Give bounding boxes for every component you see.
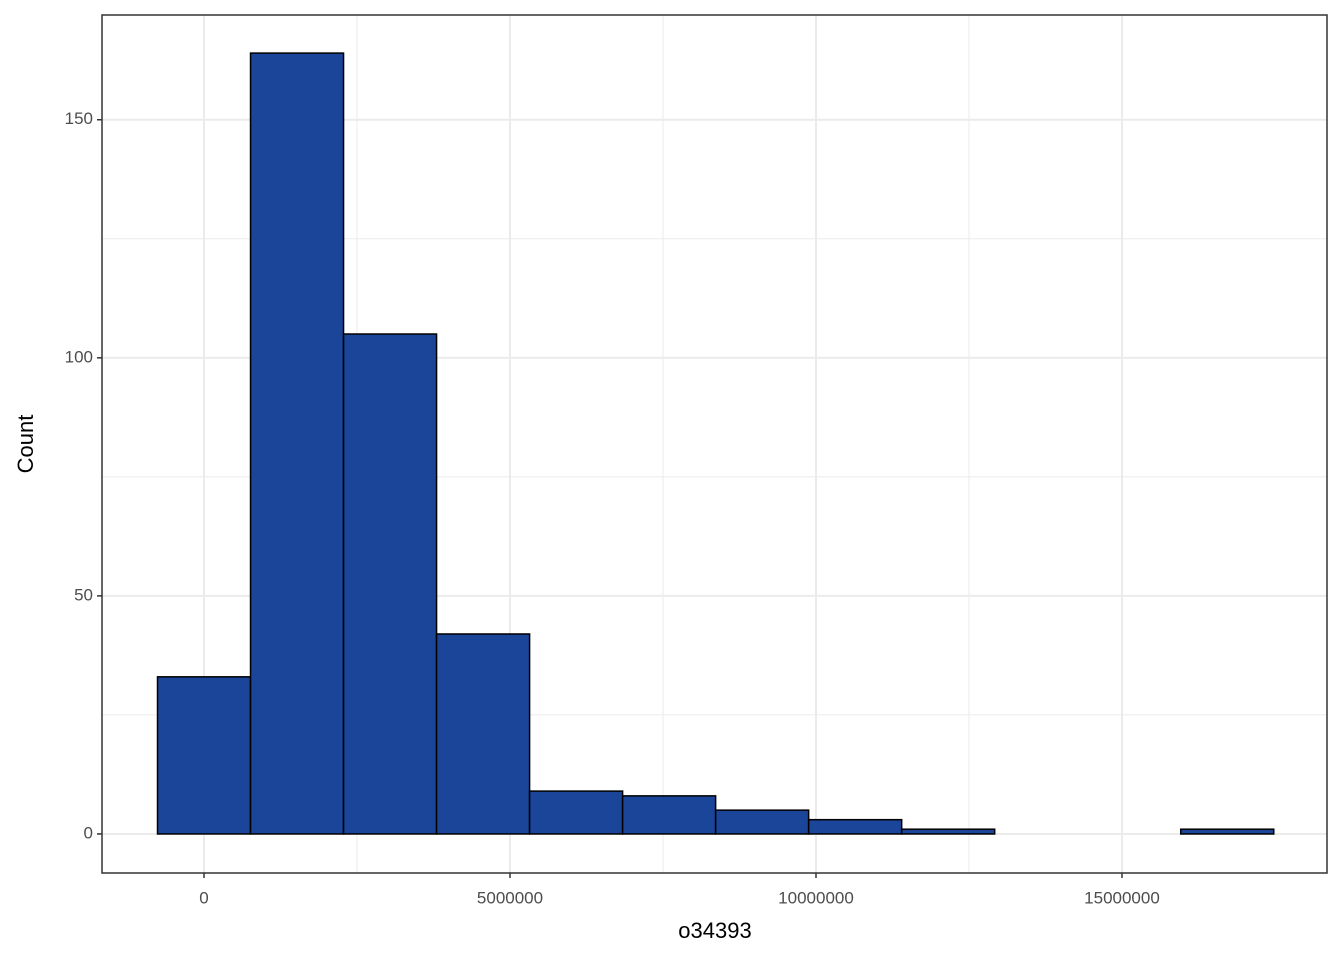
x-tick-label: 5000000 <box>477 888 543 907</box>
y-tick-label: 50 <box>74 585 93 604</box>
bar <box>342 333 438 835</box>
y-tick-label: 100 <box>65 347 93 366</box>
bar <box>621 795 717 835</box>
bar <box>900 828 996 835</box>
bar <box>435 633 531 835</box>
x-tick-label: 0 <box>199 888 208 907</box>
y-tick-label: 0 <box>84 823 93 842</box>
y-axis-title: Count <box>13 415 38 474</box>
bar <box>714 809 810 835</box>
x-axis-title: o34393 <box>678 918 751 943</box>
bar <box>1179 828 1275 835</box>
y-tick-label: 150 <box>65 109 93 128</box>
bar <box>528 790 624 835</box>
bar <box>156 676 252 835</box>
panel-border <box>101 14 1328 874</box>
bar <box>807 818 903 835</box>
x-tick-label: 10000000 <box>778 888 854 907</box>
x-tick-label: 15000000 <box>1084 888 1160 907</box>
bar <box>249 52 345 835</box>
